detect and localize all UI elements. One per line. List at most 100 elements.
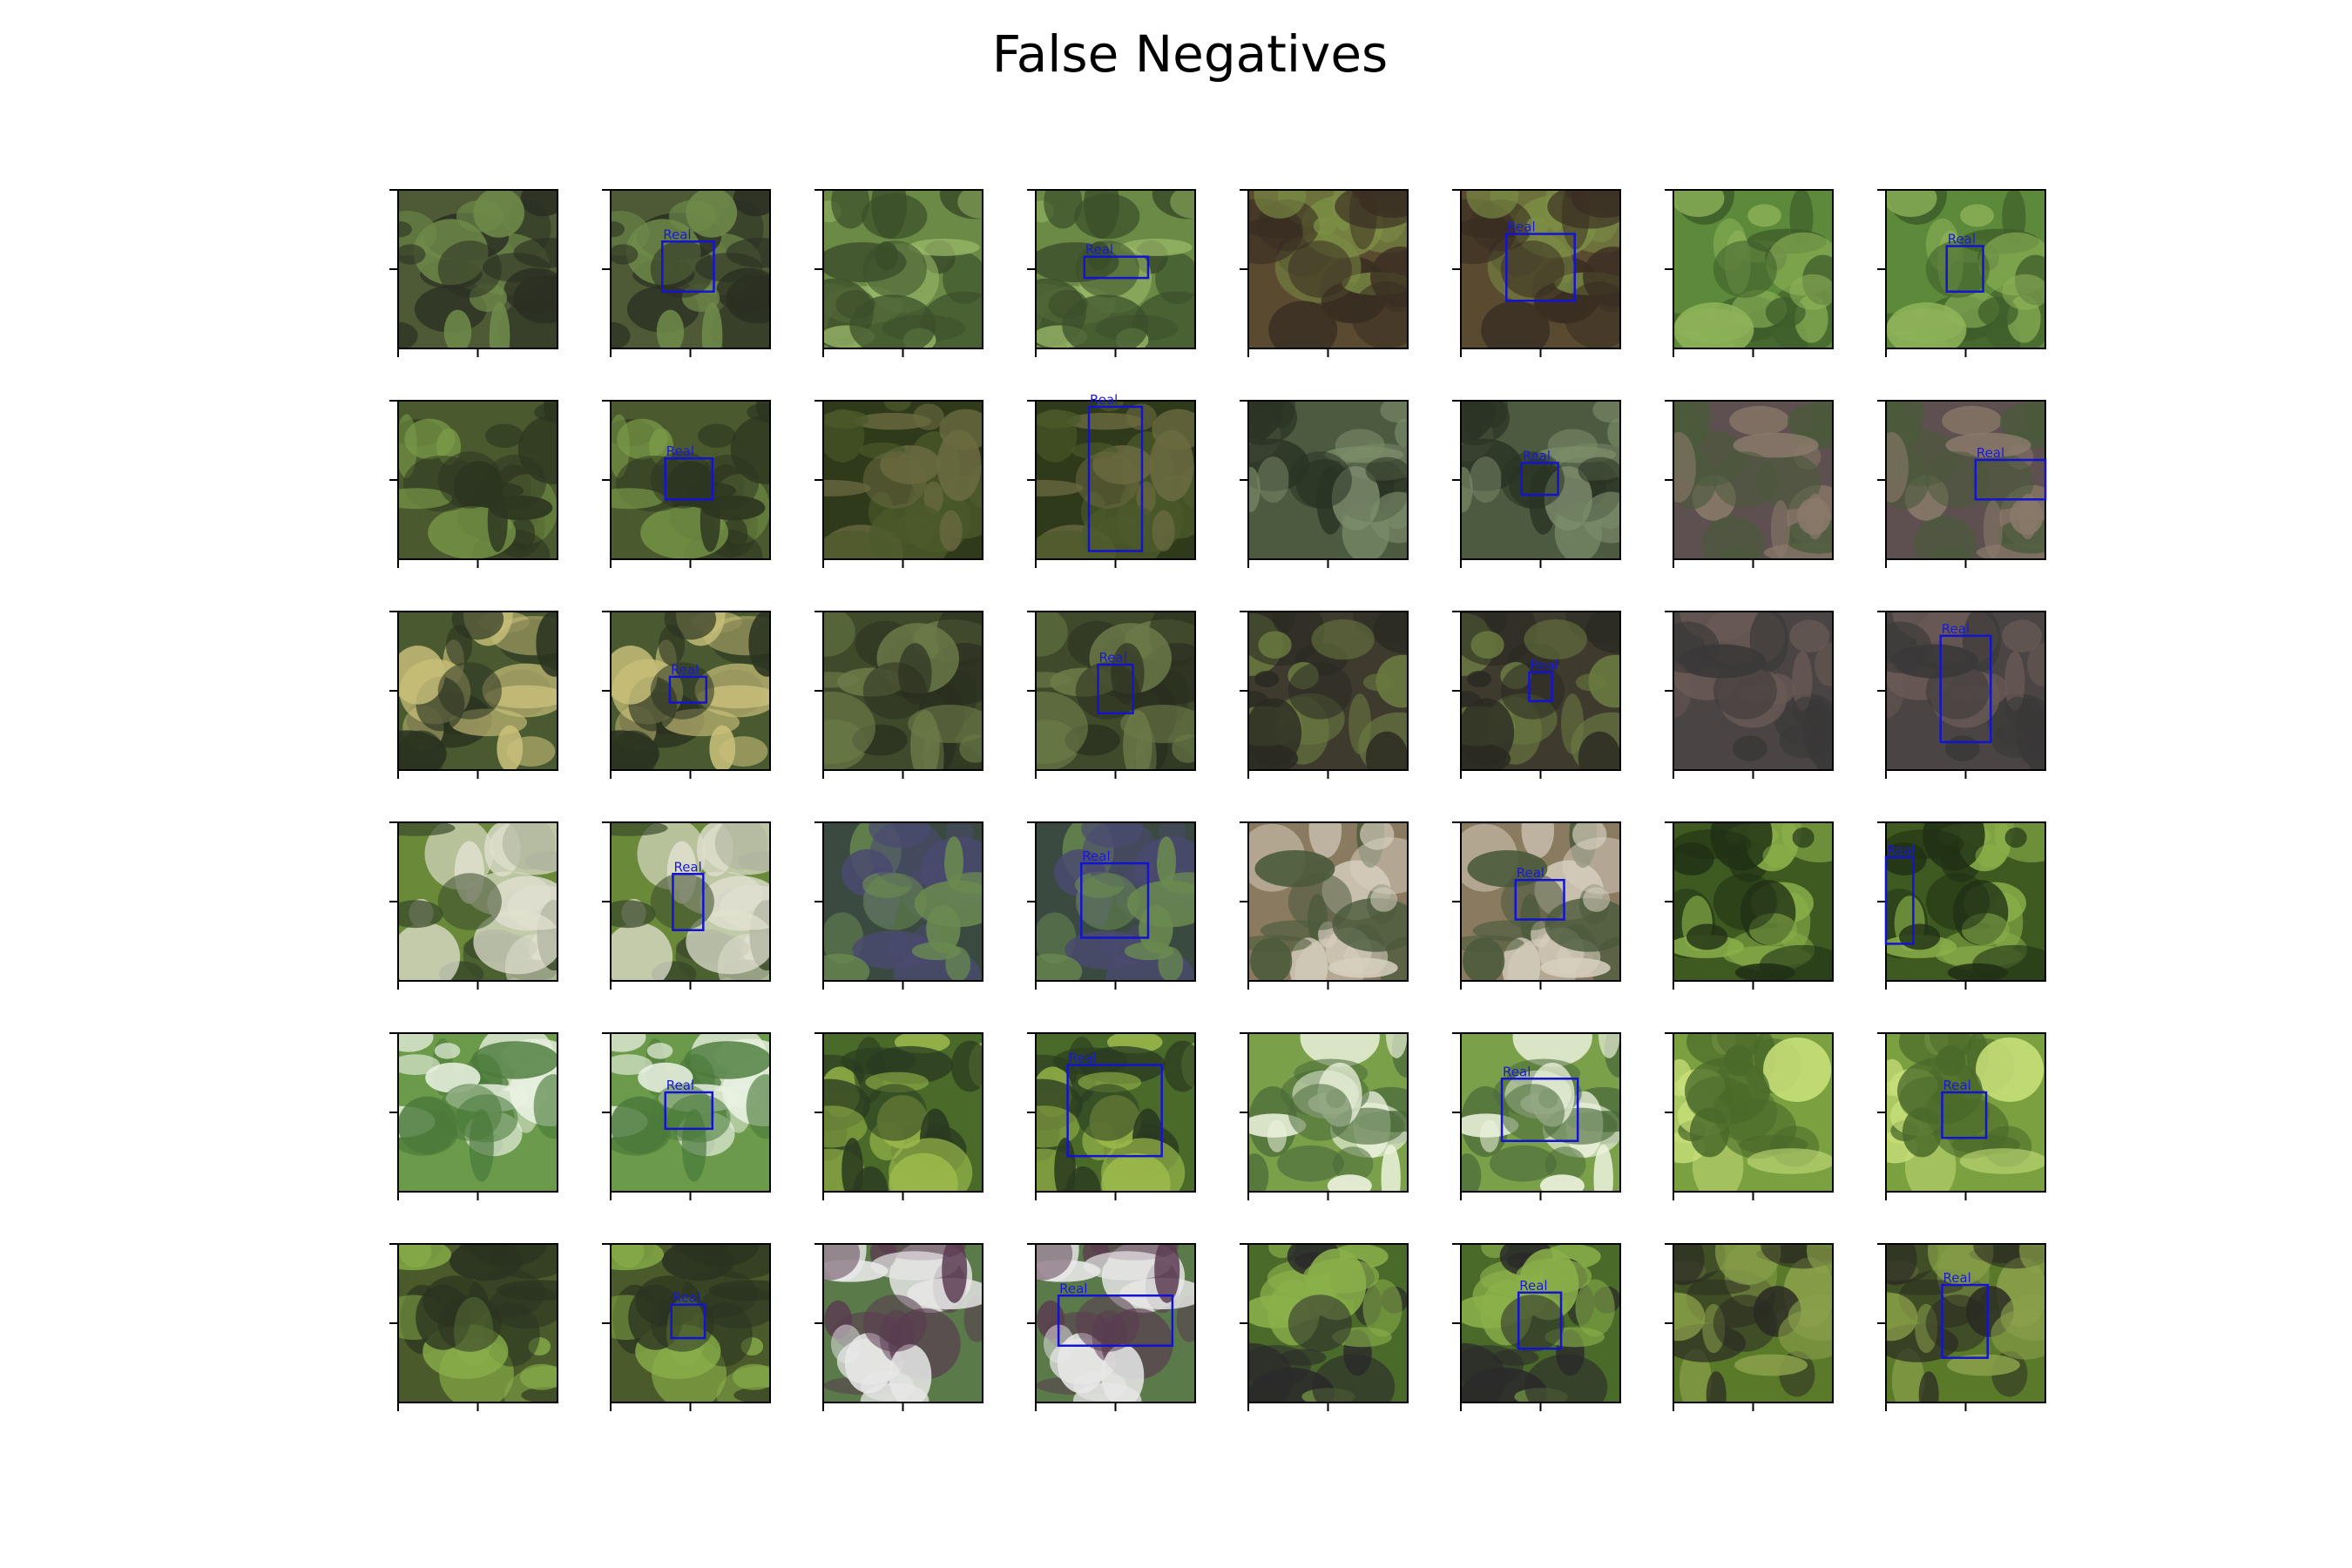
- image-shade: [1500, 873, 1565, 930]
- image-blob: [869, 822, 946, 888]
- image-panel: [1886, 401, 2045, 559]
- image-blob: [646, 1043, 673, 1059]
- image-blob: [1490, 1145, 1557, 1182]
- image-panel: [611, 1244, 770, 1402]
- image-blob: [1686, 923, 1728, 950]
- image-blob: [489, 302, 510, 348]
- image-blob: [443, 309, 472, 348]
- image-blob: [1481, 301, 1551, 348]
- image-blob: [1327, 1174, 1372, 1192]
- bounding-box: [1057, 1294, 1174, 1348]
- image-panel: [1461, 612, 1620, 770]
- image-blob: [1362, 673, 1394, 692]
- image-blob: [1369, 491, 1408, 544]
- box-label: Real: [1507, 220, 1535, 235]
- image-panel: [398, 1033, 558, 1192]
- image-blob: [2004, 696, 2031, 726]
- image-blob: [611, 923, 673, 981]
- image-shade: [1500, 662, 1565, 720]
- image-blob: [686, 909, 770, 975]
- image-panel: [1248, 1244, 1408, 1402]
- image-blob: [730, 415, 770, 484]
- image-panel: [1461, 1033, 1620, 1192]
- image-shade: [437, 451, 502, 509]
- bounding-box: [670, 1303, 706, 1340]
- image-shade: [1925, 662, 1990, 720]
- image-blob: [1564, 281, 1620, 348]
- image-blob: [1763, 1037, 1832, 1103]
- image-blob: [1154, 1244, 1180, 1303]
- image-blob: [1313, 216, 1337, 235]
- image-blob: [1562, 837, 1620, 895]
- image-blob: [1248, 1153, 1269, 1192]
- image-blob: [1673, 190, 1725, 218]
- image-panel: [1461, 190, 1620, 348]
- image-blob: [1789, 619, 1830, 653]
- image-blob: [611, 1033, 646, 1052]
- bounding-box: [1941, 1283, 1990, 1359]
- bounding-box: [672, 873, 705, 931]
- image-blob: [684, 1041, 770, 1079]
- box-label: Real: [1942, 621, 1970, 637]
- image-blob: [1312, 1354, 1396, 1402]
- image-blob: [1332, 1146, 1374, 1183]
- image-blob: [1248, 698, 1302, 767]
- image-blob: [701, 302, 723, 348]
- image-blob: [506, 736, 556, 767]
- image-blob: [1792, 696, 1819, 726]
- image-panel: [1248, 401, 1408, 559]
- box-label: Real: [1530, 658, 1558, 673]
- image-blob: [485, 423, 524, 449]
- image-blob: [1716, 1033, 1764, 1058]
- image-blob: [510, 517, 536, 551]
- image-blob: [1036, 612, 1068, 657]
- image-shade: [1075, 240, 1139, 298]
- image-blob: [1815, 643, 1833, 686]
- image-blob: [1380, 401, 1408, 423]
- image-blob: [612, 1244, 645, 1268]
- image-blob: [1277, 1145, 1344, 1182]
- image-blob: [611, 822, 668, 836]
- image-blob: [398, 244, 426, 265]
- image-blob: [1156, 836, 1176, 888]
- bounding-box: [1945, 245, 1984, 294]
- image-panel: [823, 612, 983, 770]
- image-blob: [611, 900, 656, 929]
- image-blob: [1101, 1344, 1145, 1402]
- image-shade: [1075, 451, 1139, 509]
- image-blob: [1886, 1293, 1918, 1342]
- image-blob: [1700, 516, 1765, 559]
- image-blob: [746, 1074, 770, 1139]
- image-panel: [611, 190, 770, 348]
- image-blob: [672, 1244, 729, 1256]
- image-panel: [823, 822, 983, 981]
- image-blob: [398, 1033, 434, 1052]
- image-blob: [398, 822, 456, 836]
- box-label: Real: [1085, 242, 1113, 258]
- image-shade: [1288, 662, 1352, 720]
- image-blob: [517, 415, 558, 484]
- image-panel: [823, 1244, 983, 1402]
- image-blob: [1524, 619, 1587, 660]
- image-shade: [1288, 1294, 1352, 1352]
- box-label: Real: [666, 443, 694, 459]
- bounding-box: [664, 456, 714, 501]
- image-blob: [1806, 1244, 1833, 1274]
- image-shade: [437, 240, 502, 298]
- image-blob: [1463, 937, 1505, 981]
- image-blob: [1945, 735, 1980, 761]
- image-blob: [1977, 297, 2018, 328]
- image-blob: [398, 923, 461, 981]
- image-blob: [1886, 829, 1964, 860]
- image-blob: [1370, 887, 1397, 912]
- image-blob: [2002, 619, 2043, 653]
- image-blob: [1066, 412, 1145, 430]
- image-blob: [871, 190, 908, 239]
- image-blob: [398, 221, 412, 238]
- image-blob: [1899, 923, 1941, 950]
- image-blob: [823, 479, 871, 497]
- image-shade: [1713, 1084, 1777, 1141]
- image-blob: [1100, 932, 1121, 958]
- image-blob: [1759, 944, 1833, 981]
- image-blob: [831, 190, 870, 229]
